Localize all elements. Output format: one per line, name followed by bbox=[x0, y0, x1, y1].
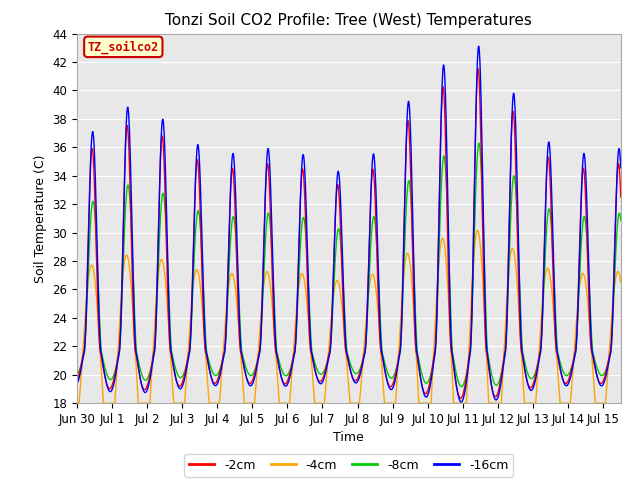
-4cm bbox=[73, 400, 81, 406]
-8cm bbox=[617, 217, 625, 223]
-4cm bbox=[617, 279, 625, 285]
-4cm bbox=[335, 281, 343, 287]
-8cm bbox=[335, 227, 343, 232]
-2cm bbox=[320, 372, 328, 378]
-16cm bbox=[617, 165, 625, 171]
-4cm bbox=[502, 308, 510, 313]
-2cm bbox=[457, 396, 465, 401]
-16cm bbox=[612, 184, 620, 190]
-8cm bbox=[502, 336, 510, 342]
Line: -16cm: -16cm bbox=[77, 46, 621, 402]
-4cm bbox=[308, 367, 316, 372]
-2cm bbox=[335, 191, 343, 196]
-8cm bbox=[475, 140, 483, 146]
-4cm bbox=[474, 228, 481, 233]
-8cm bbox=[320, 368, 328, 374]
-8cm bbox=[612, 235, 620, 241]
-16cm bbox=[308, 351, 316, 357]
-2cm bbox=[308, 354, 316, 360]
-16cm bbox=[458, 399, 465, 405]
Line: -4cm: -4cm bbox=[77, 230, 621, 403]
-8cm bbox=[308, 349, 316, 355]
-16cm bbox=[475, 43, 483, 49]
-8cm bbox=[73, 372, 81, 378]
-4cm bbox=[612, 272, 620, 277]
-16cm bbox=[502, 336, 510, 342]
-16cm bbox=[73, 382, 81, 387]
-4cm bbox=[381, 400, 388, 406]
-2cm bbox=[381, 367, 388, 372]
-2cm bbox=[502, 329, 510, 335]
-8cm bbox=[458, 384, 465, 390]
Title: Tonzi Soil CO2 Profile: Tree (West) Temperatures: Tonzi Soil CO2 Profile: Tree (West) Temp… bbox=[165, 13, 532, 28]
X-axis label: Time: Time bbox=[333, 432, 364, 444]
-2cm bbox=[73, 378, 81, 384]
-16cm bbox=[320, 375, 328, 381]
-2cm bbox=[474, 66, 482, 72]
-8cm bbox=[381, 360, 388, 365]
-16cm bbox=[335, 171, 343, 177]
-4cm bbox=[320, 400, 328, 406]
-2cm bbox=[612, 185, 620, 191]
Line: -2cm: -2cm bbox=[77, 69, 621, 398]
-2cm bbox=[617, 194, 625, 200]
Text: TZ_soilco2: TZ_soilco2 bbox=[88, 40, 159, 54]
Line: -8cm: -8cm bbox=[77, 143, 621, 387]
-16cm bbox=[381, 365, 388, 371]
Legend: -2cm, -4cm, -8cm, -16cm: -2cm, -4cm, -8cm, -16cm bbox=[184, 454, 513, 477]
Y-axis label: Soil Temperature (C): Soil Temperature (C) bbox=[33, 154, 47, 283]
